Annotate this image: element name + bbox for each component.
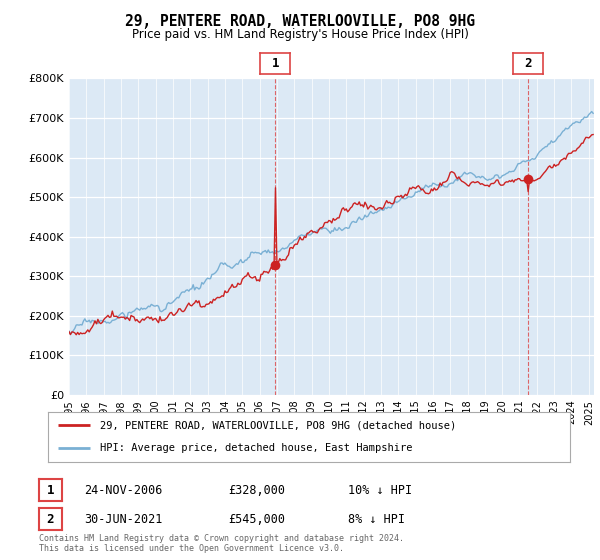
Text: 1: 1 [271,57,279,70]
Text: 2: 2 [524,57,532,70]
Text: £545,000: £545,000 [228,512,285,526]
Text: 24-NOV-2006: 24-NOV-2006 [84,483,163,497]
Text: 30-JUN-2021: 30-JUN-2021 [84,512,163,526]
Text: 1: 1 [47,483,54,497]
Text: Price paid vs. HM Land Registry's House Price Index (HPI): Price paid vs. HM Land Registry's House … [131,28,469,41]
Text: 29, PENTERE ROAD, WATERLOOVILLE, PO8 9HG (detached house): 29, PENTERE ROAD, WATERLOOVILLE, PO8 9HG… [100,420,457,430]
Text: 2: 2 [47,512,54,526]
Text: 29, PENTERE ROAD, WATERLOOVILLE, PO8 9HG: 29, PENTERE ROAD, WATERLOOVILLE, PO8 9HG [125,14,475,29]
Text: £328,000: £328,000 [228,483,285,497]
Text: 10% ↓ HPI: 10% ↓ HPI [348,483,412,497]
Text: Contains HM Land Registry data © Crown copyright and database right 2024.
This d: Contains HM Land Registry data © Crown c… [39,534,404,553]
Text: 8% ↓ HPI: 8% ↓ HPI [348,512,405,526]
Text: HPI: Average price, detached house, East Hampshire: HPI: Average price, detached house, East… [100,444,413,454]
